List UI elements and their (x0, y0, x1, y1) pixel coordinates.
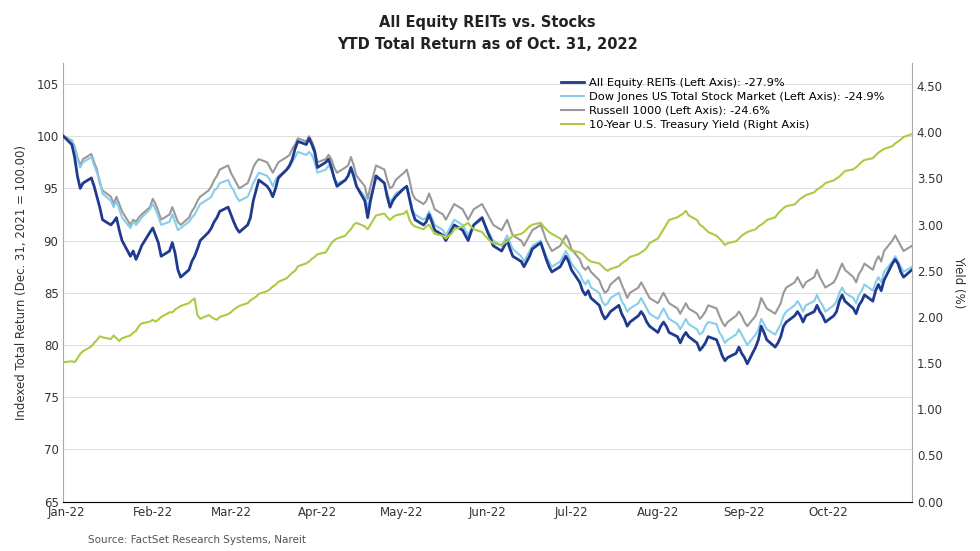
Y-axis label: Indexed Total Return (Dec. 31, 2021 = 100.00): Indexed Total Return (Dec. 31, 2021 = 10… (15, 145, 28, 420)
Text: Source: FactSet Research Systems, Nareit: Source: FactSet Research Systems, Nareit (88, 536, 306, 545)
Title: All Equity REITs vs. Stocks
YTD Total Return as of Oct. 31, 2022: All Equity REITs vs. Stocks YTD Total Re… (337, 15, 638, 52)
Legend: All Equity REITs (Left Axis): -27.9%, Dow Jones US Total Stock Market (Left Axis: All Equity REITs (Left Axis): -27.9%, Do… (557, 73, 889, 134)
Y-axis label: Yield (%): Yield (%) (952, 256, 965, 309)
